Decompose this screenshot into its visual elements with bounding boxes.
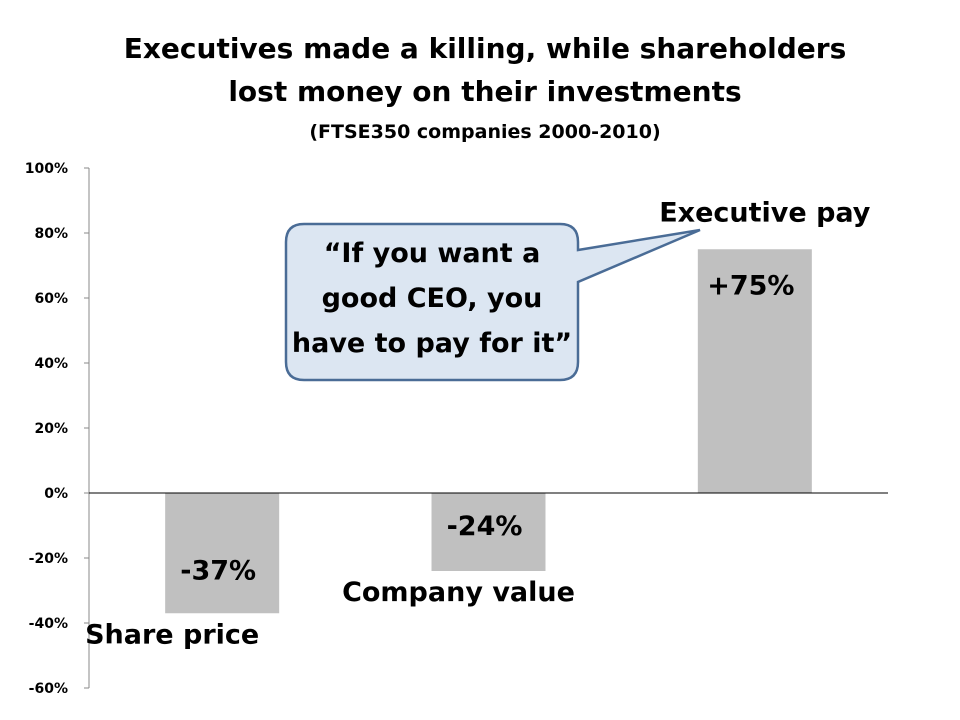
bars <box>165 249 812 614</box>
chart-subtitle: (FTSE350 companies 2000-2010) <box>309 121 660 143</box>
y-tick-label: 100% <box>25 161 68 177</box>
y-tick-label: 40% <box>34 356 68 372</box>
data-label: -37% <box>180 555 256 586</box>
category-label: Company value <box>342 577 575 608</box>
callout-line-2: good CEO, you <box>322 283 543 314</box>
category-label: Executive pay <box>659 197 871 228</box>
y-tick-label: -20% <box>29 551 68 567</box>
callout-line-3: have to pay for it” <box>292 328 572 359</box>
category-label: Share price <box>85 619 259 650</box>
data-labels: -37% -24% +75% <box>180 270 794 586</box>
data-label: +75% <box>707 270 794 301</box>
y-tick-label: -60% <box>29 681 68 697</box>
y-tick-label: 80% <box>34 226 68 242</box>
callout-bubble: “If you want a good CEO, you have to pay… <box>284 222 701 382</box>
y-tick-label: 0% <box>44 486 68 502</box>
data-label: -24% <box>447 511 523 542</box>
chart-title: Executives made a killing, while shareho… <box>124 32 847 65</box>
y-tick-label: 20% <box>34 421 68 437</box>
bar-share-price <box>165 493 280 614</box>
y-tick-label: 60% <box>34 291 68 307</box>
y-axis-ticks: 100% 80% 60% 40% 20% 0% -20% -40% -60% <box>25 161 89 697</box>
y-tick-label: -40% <box>29 616 68 632</box>
bar-executive-pay <box>697 249 812 493</box>
category-labels: Share price Company value Executive pay <box>85 197 871 650</box>
bar-company-value <box>431 493 546 571</box>
callout-line-1: “If you want a <box>324 238 541 269</box>
callout-shape <box>284 222 701 382</box>
chart-title-line2: lost money on their investments <box>228 75 741 108</box>
